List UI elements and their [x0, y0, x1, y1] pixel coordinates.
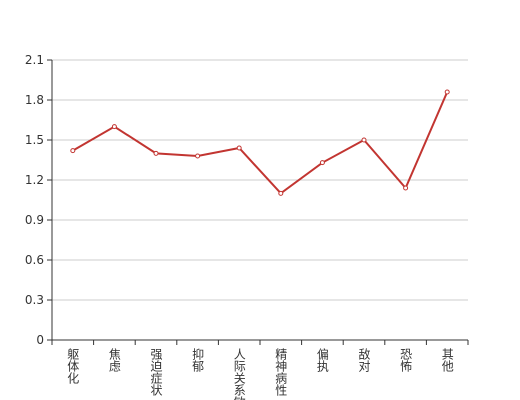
data-point: [111, 124, 117, 130]
y-tick-label: 1.5: [25, 133, 44, 147]
data-point: [195, 153, 201, 159]
data-point: [70, 148, 76, 154]
x-tick-label: 其他: [440, 348, 454, 372]
x-tick-label: 强迫症状: [149, 348, 163, 396]
data-line: [72, 91, 449, 195]
data-point: [403, 185, 409, 191]
x-tick-label: 恐怖: [399, 348, 413, 372]
x-tick-label: 焦虑: [107, 348, 121, 372]
y-tick-label: 2.1: [25, 53, 44, 67]
x-tick-label: 偏执: [315, 347, 329, 373]
x-tick-label: 敌对: [357, 347, 371, 372]
data-point: [319, 160, 325, 166]
y-tick-label: 0.9: [25, 213, 44, 227]
y-tick-label: 0.6: [25, 253, 44, 267]
x-tick-label: 抑郁: [191, 347, 205, 373]
data-point: [361, 137, 367, 143]
data-point: [278, 190, 284, 196]
data-point: [444, 89, 450, 95]
data-point: [236, 145, 242, 151]
y-tick-label: 0: [36, 333, 44, 347]
y-tick-label: 1.2: [25, 173, 44, 187]
x-tick-label: 躯体化: [66, 347, 80, 385]
y-tick-label: 0.3: [25, 293, 44, 307]
y-tick-label: 1.8: [25, 93, 44, 107]
x-tick-label: 精神病性: [274, 348, 288, 397]
data-point: [153, 150, 159, 156]
x-tick-label: 人际关系敏感: [232, 348, 246, 400]
